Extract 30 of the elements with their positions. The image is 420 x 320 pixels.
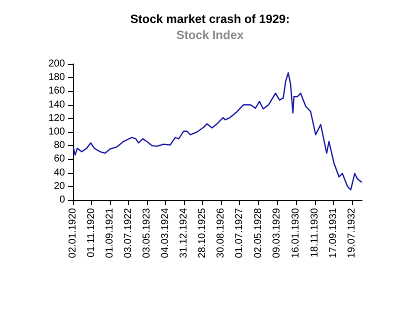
x-tick-label: 31.12.1924	[178, 208, 190, 258]
x-tick-label: 19.07.1932	[346, 208, 358, 258]
x-tick-label: 01.11.1920	[86, 208, 98, 258]
line-series	[72, 72, 362, 190]
y-tick-label: 40	[54, 167, 66, 178]
x-tick-label: 04.03.1924	[160, 208, 172, 258]
x-tick-label: 01.07.1927	[234, 208, 246, 258]
x-tick-label: 16.01.1930	[290, 208, 302, 258]
y-tick-label: 160	[48, 86, 66, 97]
y-tick-label: 100	[48, 126, 66, 138]
x-tick-label: 03.05.1923	[142, 208, 153, 258]
y-tick-label: 200	[48, 58, 66, 70]
y-tick-label: 140	[48, 99, 66, 110]
x-tick-label: 01.09.1921	[104, 208, 116, 258]
chart-title: Stock market crash of 1929:	[130, 12, 290, 26]
x-tick-label: 09.03.1929	[272, 208, 283, 258]
y-tick-label: 0	[59, 194, 66, 206]
x-tick-label: 02.01.1920	[68, 208, 78, 258]
x-tick-label: 02.05.1928	[252, 208, 264, 258]
x-tick-label: 17.09.1931	[328, 208, 339, 258]
y-tick-label: 20	[54, 180, 66, 192]
y-tick-label: 60	[54, 154, 66, 165]
x-tick-label: 28.10.1925	[196, 208, 208, 258]
y-tick-label: 80	[54, 140, 66, 152]
y-tick-label: 120	[48, 112, 66, 124]
x-tick-label: 03.07.1922	[123, 208, 134, 258]
x-tick-label: 30.08.1926	[216, 208, 227, 258]
x-tick-label: 18.11.1930	[309, 208, 320, 258]
chart-subtitle: Stock Index	[176, 28, 244, 42]
y-tick-label: 180	[48, 72, 66, 84]
